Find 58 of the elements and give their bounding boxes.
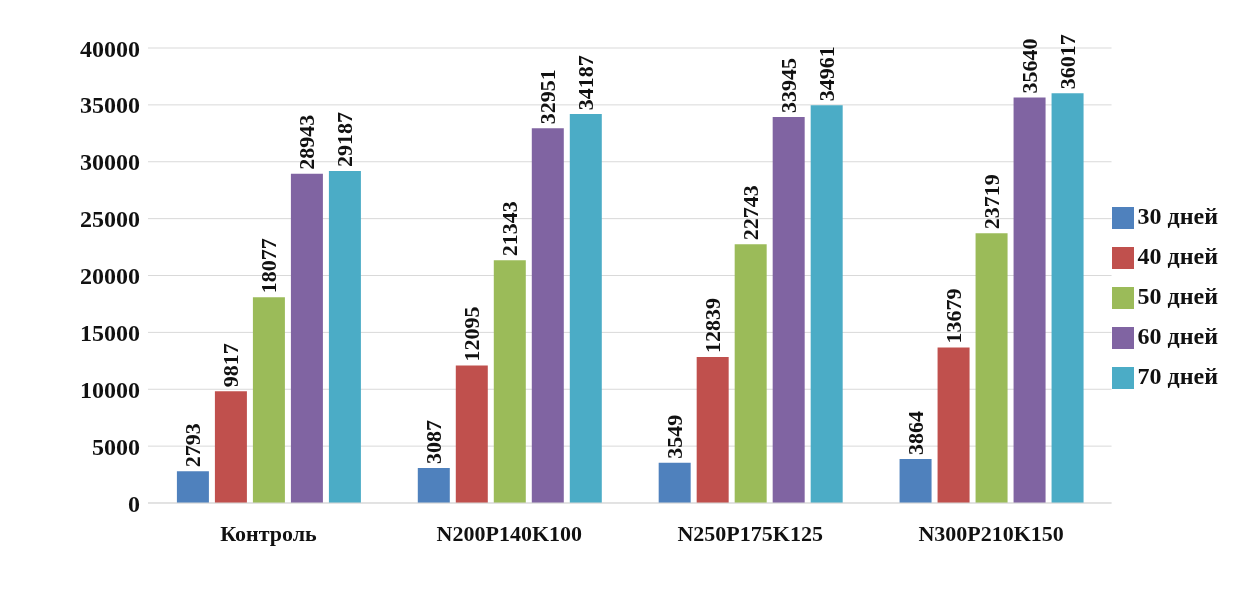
x-tick-label: N200P140K100 bbox=[436, 520, 583, 546]
data-label: 22743 bbox=[738, 185, 764, 241]
y-tick-label: 30000 bbox=[80, 149, 140, 176]
bar bbox=[176, 471, 209, 503]
bar bbox=[455, 365, 488, 503]
legend-label: 50 дней bbox=[1137, 282, 1218, 309]
y-tick-label: 25000 bbox=[80, 206, 140, 233]
data-label: 2793 bbox=[180, 423, 206, 468]
bar bbox=[531, 128, 564, 503]
y-tick-label: 10000 bbox=[80, 376, 140, 403]
data-label: 23719 bbox=[979, 174, 1005, 230]
data-label: 33945 bbox=[776, 57, 802, 113]
bar bbox=[658, 462, 691, 503]
data-label: 12095 bbox=[459, 306, 485, 362]
bar bbox=[569, 114, 602, 503]
data-label: 3087 bbox=[421, 419, 447, 464]
legend-label: 40 дней bbox=[1137, 242, 1218, 269]
bar bbox=[772, 116, 805, 503]
y-tick-label: 35000 bbox=[80, 92, 140, 119]
data-label: 34187 bbox=[573, 55, 599, 111]
bar bbox=[810, 105, 843, 503]
legend-label: 70 дней bbox=[1137, 362, 1218, 389]
legend-label: 60 дней bbox=[1137, 322, 1218, 349]
bar bbox=[328, 171, 361, 503]
data-label: 21343 bbox=[497, 201, 523, 257]
data-label: 28943 bbox=[294, 114, 320, 170]
data-label: 36017 bbox=[1055, 34, 1081, 90]
y-tick-label: 20000 bbox=[80, 263, 140, 290]
data-label: 3864 bbox=[903, 411, 929, 456]
x-tick-label: Контроль bbox=[220, 520, 318, 546]
data-label: 3549 bbox=[662, 414, 688, 459]
y-tick-label: 5000 bbox=[92, 433, 140, 460]
data-label: 13679 bbox=[941, 288, 967, 344]
bar bbox=[1051, 93, 1084, 503]
data-label: 34961 bbox=[814, 46, 840, 102]
bar bbox=[734, 244, 767, 503]
bar bbox=[252, 297, 285, 503]
bar bbox=[493, 260, 526, 503]
bar bbox=[899, 459, 932, 503]
data-label: 29187 bbox=[332, 112, 358, 167]
y-tick-label: 15000 bbox=[80, 319, 140, 346]
bar bbox=[417, 467, 450, 503]
x-tick-label: N300P210K150 bbox=[918, 520, 1064, 546]
y-tick-label: 0 bbox=[128, 490, 140, 517]
data-label: 9817 bbox=[218, 343, 244, 388]
bar bbox=[214, 391, 247, 503]
bar bbox=[290, 173, 323, 503]
bar bbox=[975, 233, 1008, 503]
bar bbox=[1013, 97, 1046, 503]
x-tick-label: N250P175K125 bbox=[677, 520, 823, 546]
legend-label: 30 дней bbox=[1137, 202, 1218, 229]
y-tick-label: 40000 bbox=[80, 35, 140, 62]
data-label: 12839 bbox=[700, 297, 726, 353]
data-label: 32951 bbox=[535, 69, 561, 125]
data-label: 35640 bbox=[1017, 38, 1043, 94]
data-label: 18077 bbox=[256, 238, 282, 294]
bar bbox=[937, 347, 970, 503]
bar bbox=[696, 356, 729, 503]
